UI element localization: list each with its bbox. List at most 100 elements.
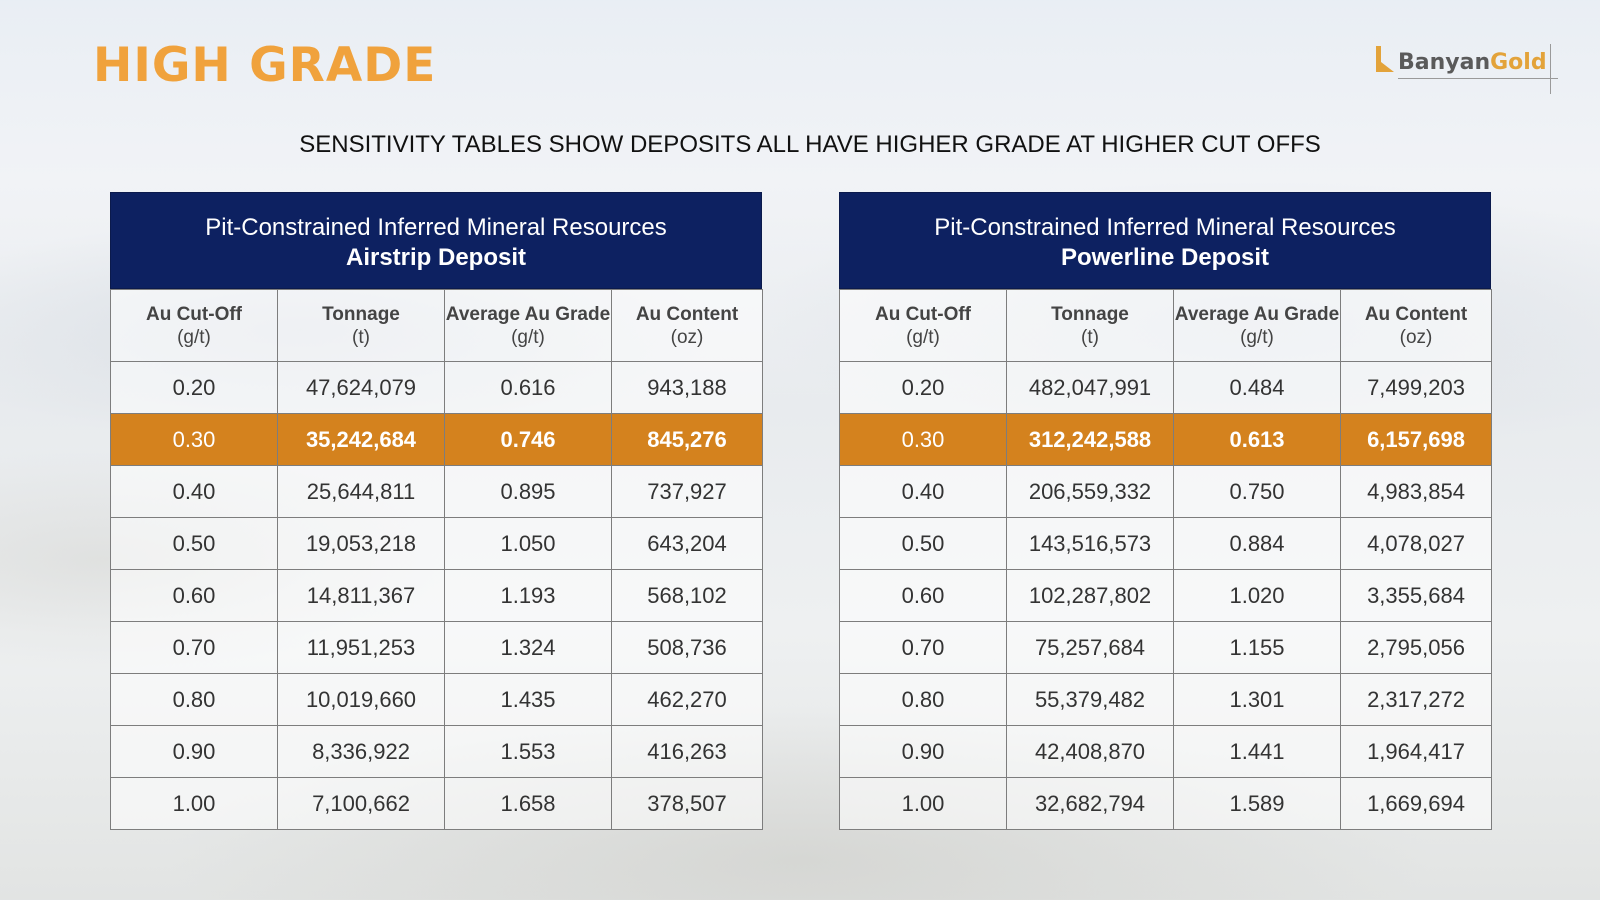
table-cell: 378,507 [611, 777, 763, 830]
table-cell: 4,983,854 [1340, 465, 1492, 518]
column-header: Average Au Grade (g/t) [444, 289, 612, 362]
table-cell: 482,047,991 [1006, 361, 1174, 414]
table-cell: 508,736 [611, 621, 763, 674]
column-header: Au Cut-Off (g/t) [839, 289, 1007, 362]
column-name: Au Cut-Off [145, 303, 243, 325]
table-header: Pit-Constrained Inferred Mineral Resourc… [110, 192, 762, 289]
table-row: 0.60 102,287,802 1.020 3,355,684 [839, 569, 1492, 622]
table-cell: 1.658 [444, 777, 612, 830]
table-cell: 462,270 [611, 673, 763, 726]
table-cell: 8,336,922 [277, 725, 445, 778]
table-row-highlighted: 0.30 35,242,684 0.746 845,276 [110, 413, 763, 466]
column-name: Au Content [1364, 303, 1468, 325]
airstrip-table: Pit-Constrained Inferred Mineral Resourc… [110, 192, 763, 830]
column-unit: (oz) [1399, 326, 1433, 348]
table-cell: 7,499,203 [1340, 361, 1492, 414]
table-row: 0.80 10,019,660 1.435 462,270 [110, 673, 763, 726]
table-cell: 35,242,684 [277, 413, 445, 466]
table-cell: 2,317,272 [1340, 673, 1492, 726]
logo-rule-horizontal [1398, 78, 1558, 79]
table-cell: 0.40 [839, 465, 1007, 518]
table-row: 0.90 42,408,870 1.441 1,964,417 [839, 725, 1492, 778]
column-unit: (t) [1081, 326, 1099, 348]
table-row: 1.00 7,100,662 1.658 378,507 [110, 777, 763, 830]
table-cell: 0.20 [839, 361, 1007, 414]
table-row: 0.70 11,951,253 1.324 508,736 [110, 621, 763, 674]
table-cell: 0.60 [839, 569, 1007, 622]
table-cell: 2,795,056 [1340, 621, 1492, 674]
table-cell: 11,951,253 [277, 621, 445, 674]
table-cell: 10,019,660 [277, 673, 445, 726]
table-cell: 0.70 [110, 621, 278, 674]
column-unit: (g/t) [177, 326, 211, 348]
table-cell: 568,102 [611, 569, 763, 622]
table-cell: 0.60 [110, 569, 278, 622]
table-cell: 1.050 [444, 517, 612, 570]
column-header: Tonnage (t) [1006, 289, 1174, 362]
table-cell: 0.616 [444, 361, 612, 414]
column-header: Au Cut-Off (g/t) [110, 289, 278, 362]
column-unit: (g/t) [1240, 326, 1274, 348]
column-name: Au Cut-Off [874, 303, 972, 325]
table-cell: 1.00 [839, 777, 1007, 830]
table-header: Pit-Constrained Inferred Mineral Resourc… [839, 192, 1491, 289]
powerline-table: Pit-Constrained Inferred Mineral Resourc… [839, 192, 1492, 830]
column-name: Average Au Grade [1174, 303, 1340, 325]
table-cell: 143,516,573 [1006, 517, 1174, 570]
table-row: 0.80 55,379,482 1.301 2,317,272 [839, 673, 1492, 726]
table-cell: 1.155 [1173, 621, 1341, 674]
table-heading: Pit-Constrained Inferred Mineral Resourc… [205, 214, 667, 241]
table-cell: 1,964,417 [1340, 725, 1492, 778]
table-cell: 1.301 [1173, 673, 1341, 726]
table-cell: 0.90 [839, 725, 1007, 778]
table-cell: 0.30 [110, 413, 278, 466]
table-cell: 312,242,588 [1006, 413, 1174, 466]
table-row: 0.50 143,516,573 0.884 4,078,027 [839, 517, 1492, 570]
table-row: 0.20 482,047,991 0.484 7,499,203 [839, 361, 1492, 414]
column-unit: (oz) [670, 326, 704, 348]
table-row: 0.20 47,624,079 0.616 943,188 [110, 361, 763, 414]
table-cell: 14,811,367 [277, 569, 445, 622]
banyan-mark-icon [1376, 46, 1394, 72]
table-cell: 206,559,332 [1006, 465, 1174, 518]
table-cell: 1.435 [444, 673, 612, 726]
table-cell: 1.020 [1173, 569, 1341, 622]
table-cell: 102,287,802 [1006, 569, 1174, 622]
table-cell: 1.589 [1173, 777, 1341, 830]
table-cell: 0.90 [110, 725, 278, 778]
column-header: Average Au Grade (g/t) [1173, 289, 1341, 362]
table-cell: 0.70 [839, 621, 1007, 674]
column-unit: (g/t) [906, 326, 940, 348]
table-cell: 1.193 [444, 569, 612, 622]
table-row: 0.40 25,644,811 0.895 737,927 [110, 465, 763, 518]
table-cell: 0.80 [839, 673, 1007, 726]
column-name: Au Content [635, 303, 739, 325]
table-cell: 55,379,482 [1006, 673, 1174, 726]
table-cell: 3,355,684 [1340, 569, 1492, 622]
table-row-highlighted: 0.30 312,242,588 0.613 6,157,698 [839, 413, 1492, 466]
column-header: Au Content (oz) [1340, 289, 1492, 362]
table-cell: 32,682,794 [1006, 777, 1174, 830]
logo-wordmark: BanyanGold [1398, 50, 1547, 75]
deposit-name: Powerline Deposit [1060, 244, 1270, 271]
table-cell: 0.895 [444, 465, 612, 518]
table-cell: 0.746 [444, 413, 612, 466]
table-cell: 4,078,027 [1340, 517, 1492, 570]
column-header-row: Au Cut-Off (g/t) Tonnage (t) Average Au Grad… [110, 289, 763, 362]
column-name: Tonnage [1051, 303, 1129, 325]
table-cell: 0.80 [110, 673, 278, 726]
table-cell: 943,188 [611, 361, 763, 414]
table-row: 0.70 75,257,684 1.155 2,795,056 [839, 621, 1492, 674]
column-unit: (g/t) [511, 326, 545, 348]
table-heading: Pit-Constrained Inferred Mineral Resourc… [934, 214, 1396, 241]
table-cell: 0.484 [1173, 361, 1341, 414]
table-cell: 737,927 [611, 465, 763, 518]
slide-subtitle: SENSITIVITY TABLES SHOW DEPOSITS ALL HAV… [299, 131, 1321, 158]
table-cell: 643,204 [611, 517, 763, 570]
table-cell: 0.50 [839, 517, 1007, 570]
table-row: 1.00 32,682,794 1.589 1,669,694 [839, 777, 1492, 830]
table-row: 0.40 206,559,332 0.750 4,983,854 [839, 465, 1492, 518]
data-table: Au Cut-Off (g/t) Tonnage (t) Average Au Grad… [110, 289, 763, 830]
table-row: 0.60 14,811,367 1.193 568,102 [110, 569, 763, 622]
table-cell: 845,276 [611, 413, 763, 466]
